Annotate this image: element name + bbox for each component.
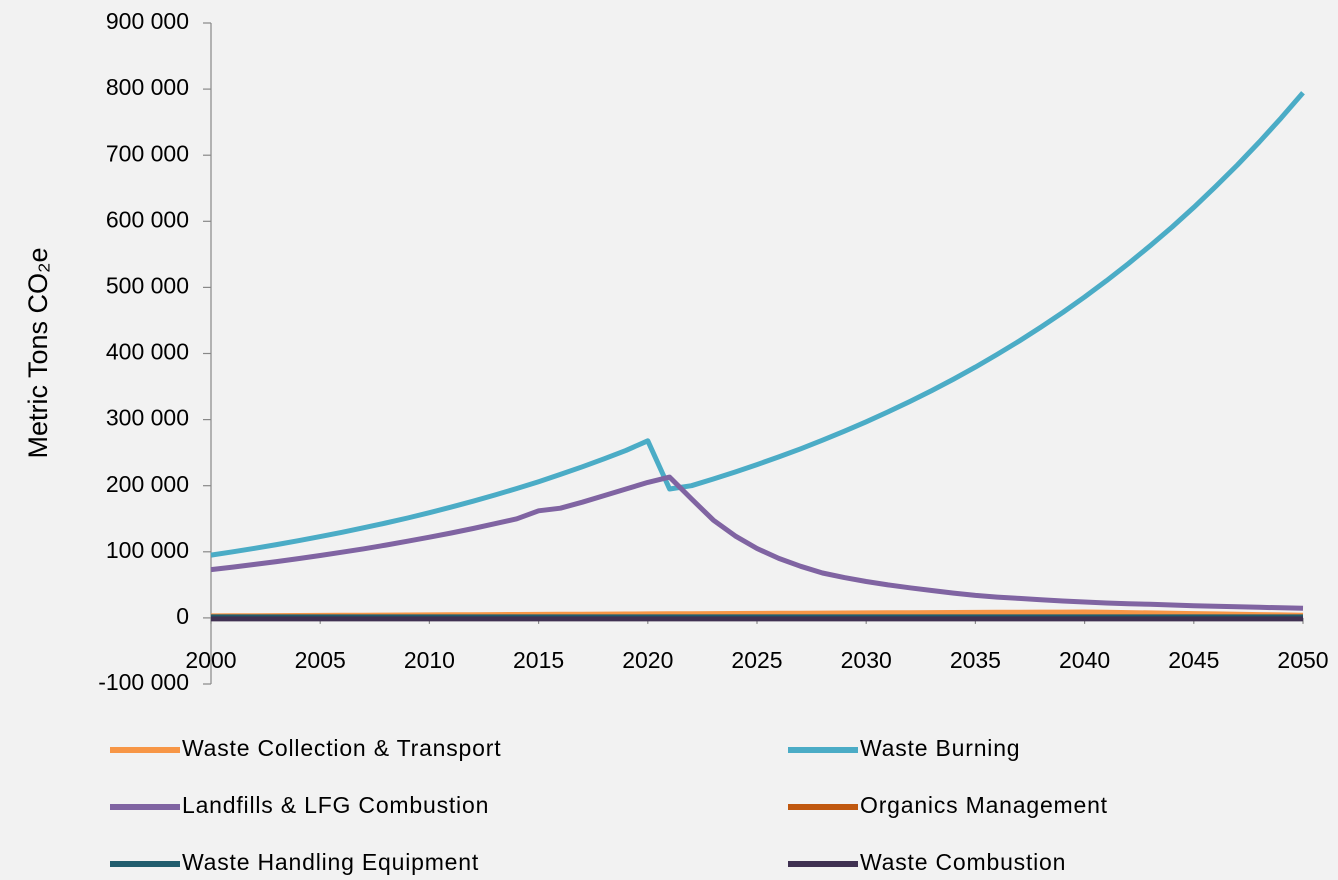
x-tick-label: 2020 <box>622 647 673 673</box>
x-tick-label: 2050 <box>1277 647 1328 673</box>
x-tick-label: 2000 <box>185 647 236 673</box>
legend-label: Waste Collection & Transport <box>182 735 501 761</box>
y-tick-label: 400 000 <box>106 339 189 365</box>
x-tick-label: 2035 <box>950 647 1001 673</box>
x-tick-label: 2025 <box>731 647 782 673</box>
x-tick-label: 2045 <box>1168 647 1219 673</box>
y-tick-label: 0 <box>176 603 189 629</box>
legend-label: Waste Handling Equipment <box>182 849 479 875</box>
series-line <box>210 474 1304 611</box>
x-tick-label: 2015 <box>513 647 564 673</box>
y-tick-label: 100 000 <box>106 537 189 563</box>
x-tick-label: 2030 <box>841 647 892 673</box>
y-tick-label: 200 000 <box>106 471 189 497</box>
y-tick-label: 300 000 <box>106 405 189 431</box>
y-tick-label: 800 000 <box>106 74 189 100</box>
x-tick-label: 2040 <box>1059 647 1110 673</box>
x-tick-label: 2010 <box>404 647 455 673</box>
y-tick-label: 900 000 <box>106 8 189 34</box>
legend-label: Organics Management <box>860 792 1108 818</box>
y-tick-label: 600 000 <box>106 206 189 232</box>
y-tick-label: 500 000 <box>106 272 189 298</box>
series-line <box>210 91 1305 558</box>
x-tick-label: 2005 <box>295 647 346 673</box>
y-tick-label: -100 000 <box>98 669 189 695</box>
legend-label: Waste Combustion <box>860 849 1066 875</box>
legend-label: Waste Burning <box>860 735 1020 761</box>
y-tick-label: 700 000 <box>106 140 189 166</box>
y-axis-title: Metric Tons CO₂e <box>23 247 53 458</box>
legend-label: Landfills & LFG Combustion <box>182 792 489 818</box>
